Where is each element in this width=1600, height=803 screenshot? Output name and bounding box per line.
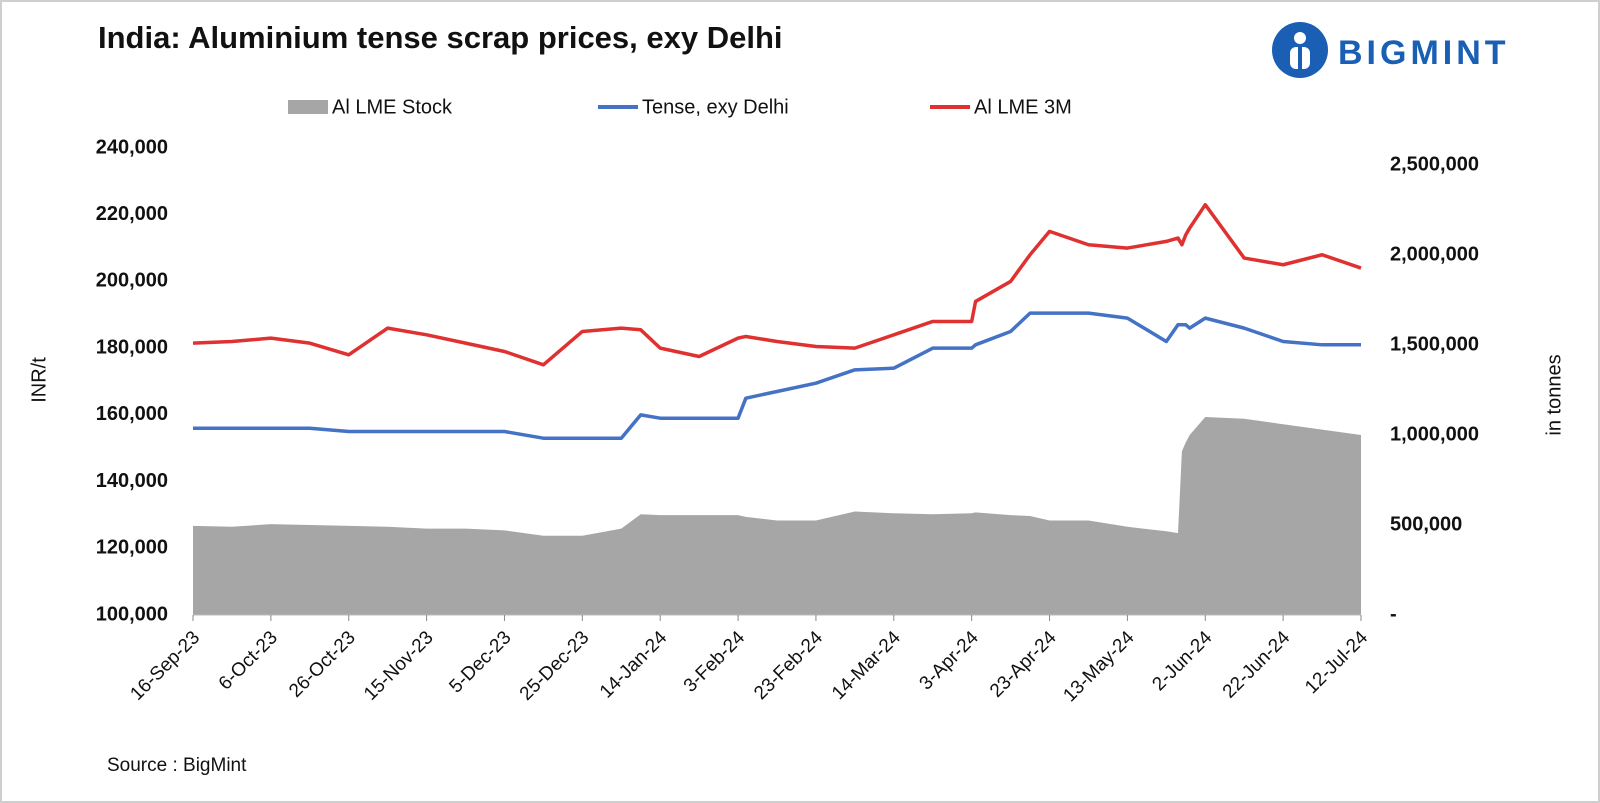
y-tick-label: 200,000 — [96, 270, 168, 292]
y2-tick-label: 2,000,000 — [1390, 243, 1479, 265]
y-tick-label: 140,000 — [96, 470, 168, 492]
stock-area — [193, 417, 1361, 615]
legend-swatch — [288, 100, 328, 114]
legend-label: Tense, exy Delhi — [642, 96, 789, 118]
y-tick-label: 100,000 — [96, 603, 168, 625]
y2-tick-label: 1,500,000 — [1390, 333, 1479, 355]
y2-tick-label: 500,000 — [1390, 513, 1462, 535]
y-axis-label: INR/t — [28, 357, 50, 403]
source: Source : BigMint — [107, 755, 247, 776]
y-tick-label: 240,000 — [96, 136, 168, 158]
logo-text: BIGMINT — [1338, 34, 1510, 72]
chart-title: India: Aluminium tense scrap prices, exy… — [98, 20, 783, 55]
y2-tick-label: - — [1390, 603, 1397, 625]
y-tick-label: 180,000 — [96, 336, 168, 358]
y2-tick-label: 1,000,000 — [1390, 423, 1479, 445]
y2-axis-label: in tonnes — [1543, 354, 1565, 435]
y-tick-label: 160,000 — [96, 403, 168, 425]
legend-label: Al LME 3M — [974, 96, 1072, 118]
logo-icon — [1272, 22, 1328, 78]
price-line — [193, 311, 1361, 440]
y-tick-label: 120,000 — [96, 537, 168, 559]
y2-tick-label: 2,500,000 — [1390, 153, 1479, 175]
price-line — [192, 202, 1362, 367]
y-tick-label: 220,000 — [96, 203, 168, 225]
legend-label: Al LME Stock — [332, 96, 453, 118]
